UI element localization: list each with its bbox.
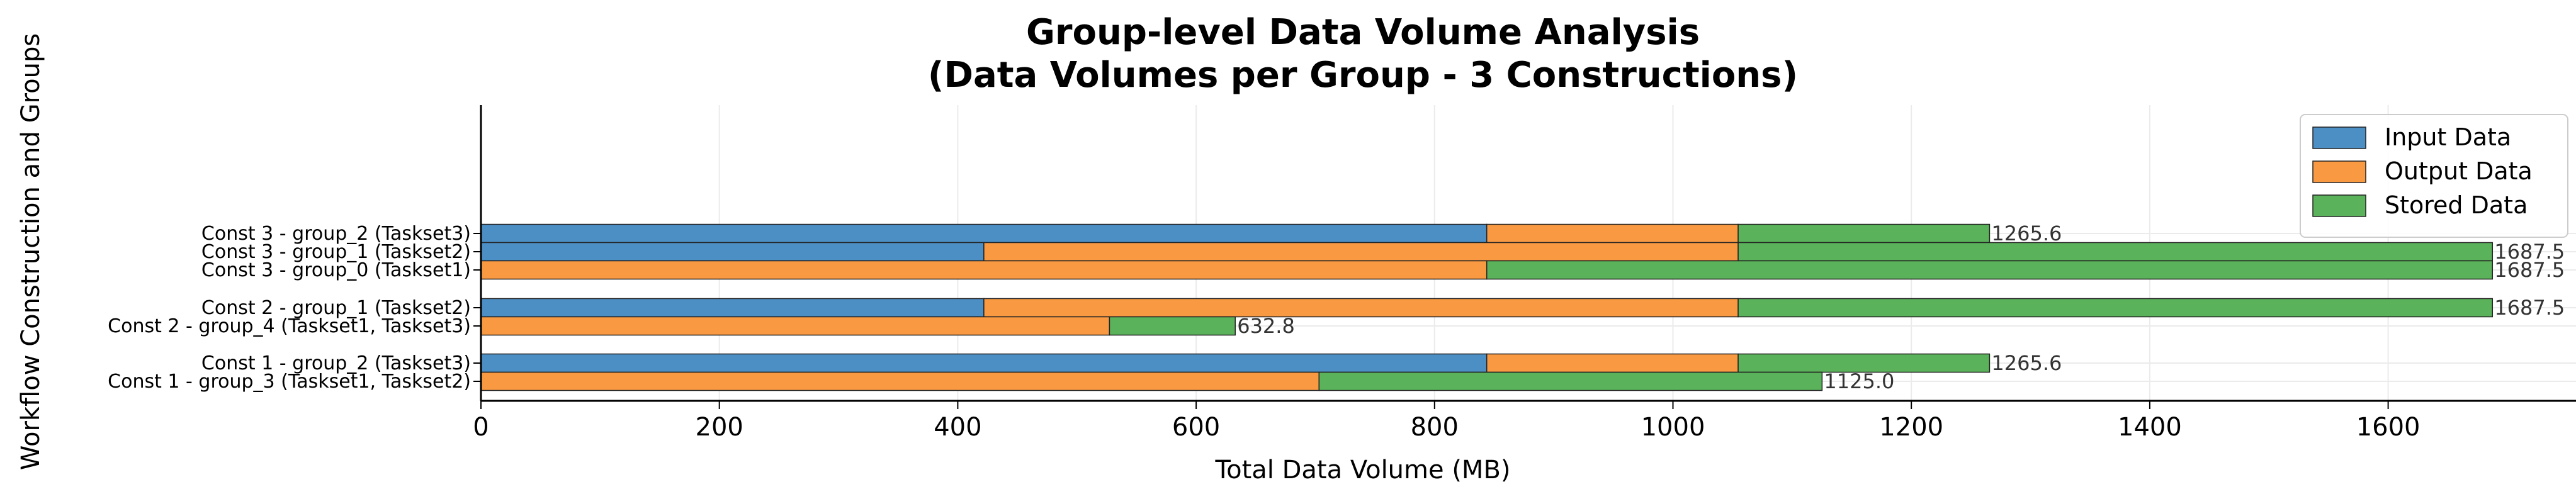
bar-segment-output-data [983,242,1739,262]
bar-total-label: 1265.6 [1991,351,2062,375]
legend-swatch [2312,160,2366,183]
bar-segment-stored-data [1318,371,1823,391]
x-tick-label: 1200 [1879,413,1943,442]
bar-segment-stored-data [1737,353,1991,373]
category-label: Const 3 - group_1 (Taskset2) [201,241,471,263]
category-label: Const 3 - group_2 (Taskset3) [201,223,471,245]
bars [480,223,2494,391]
chart-title-line2: (Data Volumes per Group - 3 Construction… [928,55,1798,96]
bar-segment-output-data [480,260,1488,280]
bar-segment-output-data [480,371,1320,391]
bar-segment-output-data [1486,353,1739,373]
bar-total-label: 1687.5 [2494,296,2565,320]
x-tick-label: 600 [1172,413,1220,442]
bar-segment-stored-data [1737,242,2494,262]
x-tick-label: 800 [1411,413,1459,442]
category-label: Const 3 - group_0 (Taskset1) [201,259,471,281]
category-label: Const 2 - group_1 (Taskset2) [201,297,471,319]
x-ticks: 0 200 400 600 800 1000 1200 1400 1600 [473,401,2420,442]
bar-total-label: 1687.5 [2494,240,2565,264]
x-axis-label: Total Data Volume (MB) [1214,456,1510,485]
legend-label: Stored Data [2385,191,2528,219]
category-label: Const 1 - group_2 (Taskset3) [201,352,471,374]
x-tick-label: 1600 [2356,413,2421,442]
bar-segment-output-data [1486,223,1739,244]
chart-title-line1: Group-level Data Volume Analysis [1026,12,1700,53]
bar-segment-input-data [480,298,985,318]
bar-segment-stored-data [1737,223,1991,244]
legend-swatch [2312,194,2366,217]
bar-segment-input-data [480,242,985,262]
bar-segment-output-data [983,298,1739,318]
x-tick-label: 0 [473,413,489,442]
bar-total-label: 1265.6 [1991,221,2062,245]
bar-total-label: 1687.5 [2494,258,2565,282]
legend-box [2300,114,2568,238]
bar-segment-stored-data [1109,316,1236,336]
legend-label: Input Data [2385,123,2511,151]
bar-segment-input-data [480,353,1488,373]
x-tick-label: 400 [934,413,981,442]
bar-segment-input-data [480,223,1488,244]
y-axis-label: Workflow Construction and Groups [16,33,45,470]
data-labels: 1265.61687.51687.51687.5632.81265.61125.… [1237,221,2565,393]
bar-segment-stored-data [1737,298,2494,318]
bar-segment-output-data [480,316,1110,336]
category-label: Const 1 - group_3 (Taskset1, Taskset2) [108,371,471,393]
legend-label: Output Data [2385,157,2533,185]
legend-swatch [2312,126,2366,149]
category-label: Const 2 - group_4 (Taskset1, Taskset3) [108,315,471,337]
bar-segment-stored-data [1486,260,2494,280]
bar-total-label: 1125.0 [1824,369,1894,393]
x-tick-label: 1400 [2118,413,2182,442]
legend: Input Data Output Data Stored Data [2300,114,2568,238]
category-labels: Const 3 - group_2 (Taskset3)Const 3 - gr… [108,223,481,393]
x-tick-label: 200 [696,413,743,442]
bar-total-label: 632.8 [1237,314,1295,338]
x-tick-label: 1000 [1641,413,1705,442]
